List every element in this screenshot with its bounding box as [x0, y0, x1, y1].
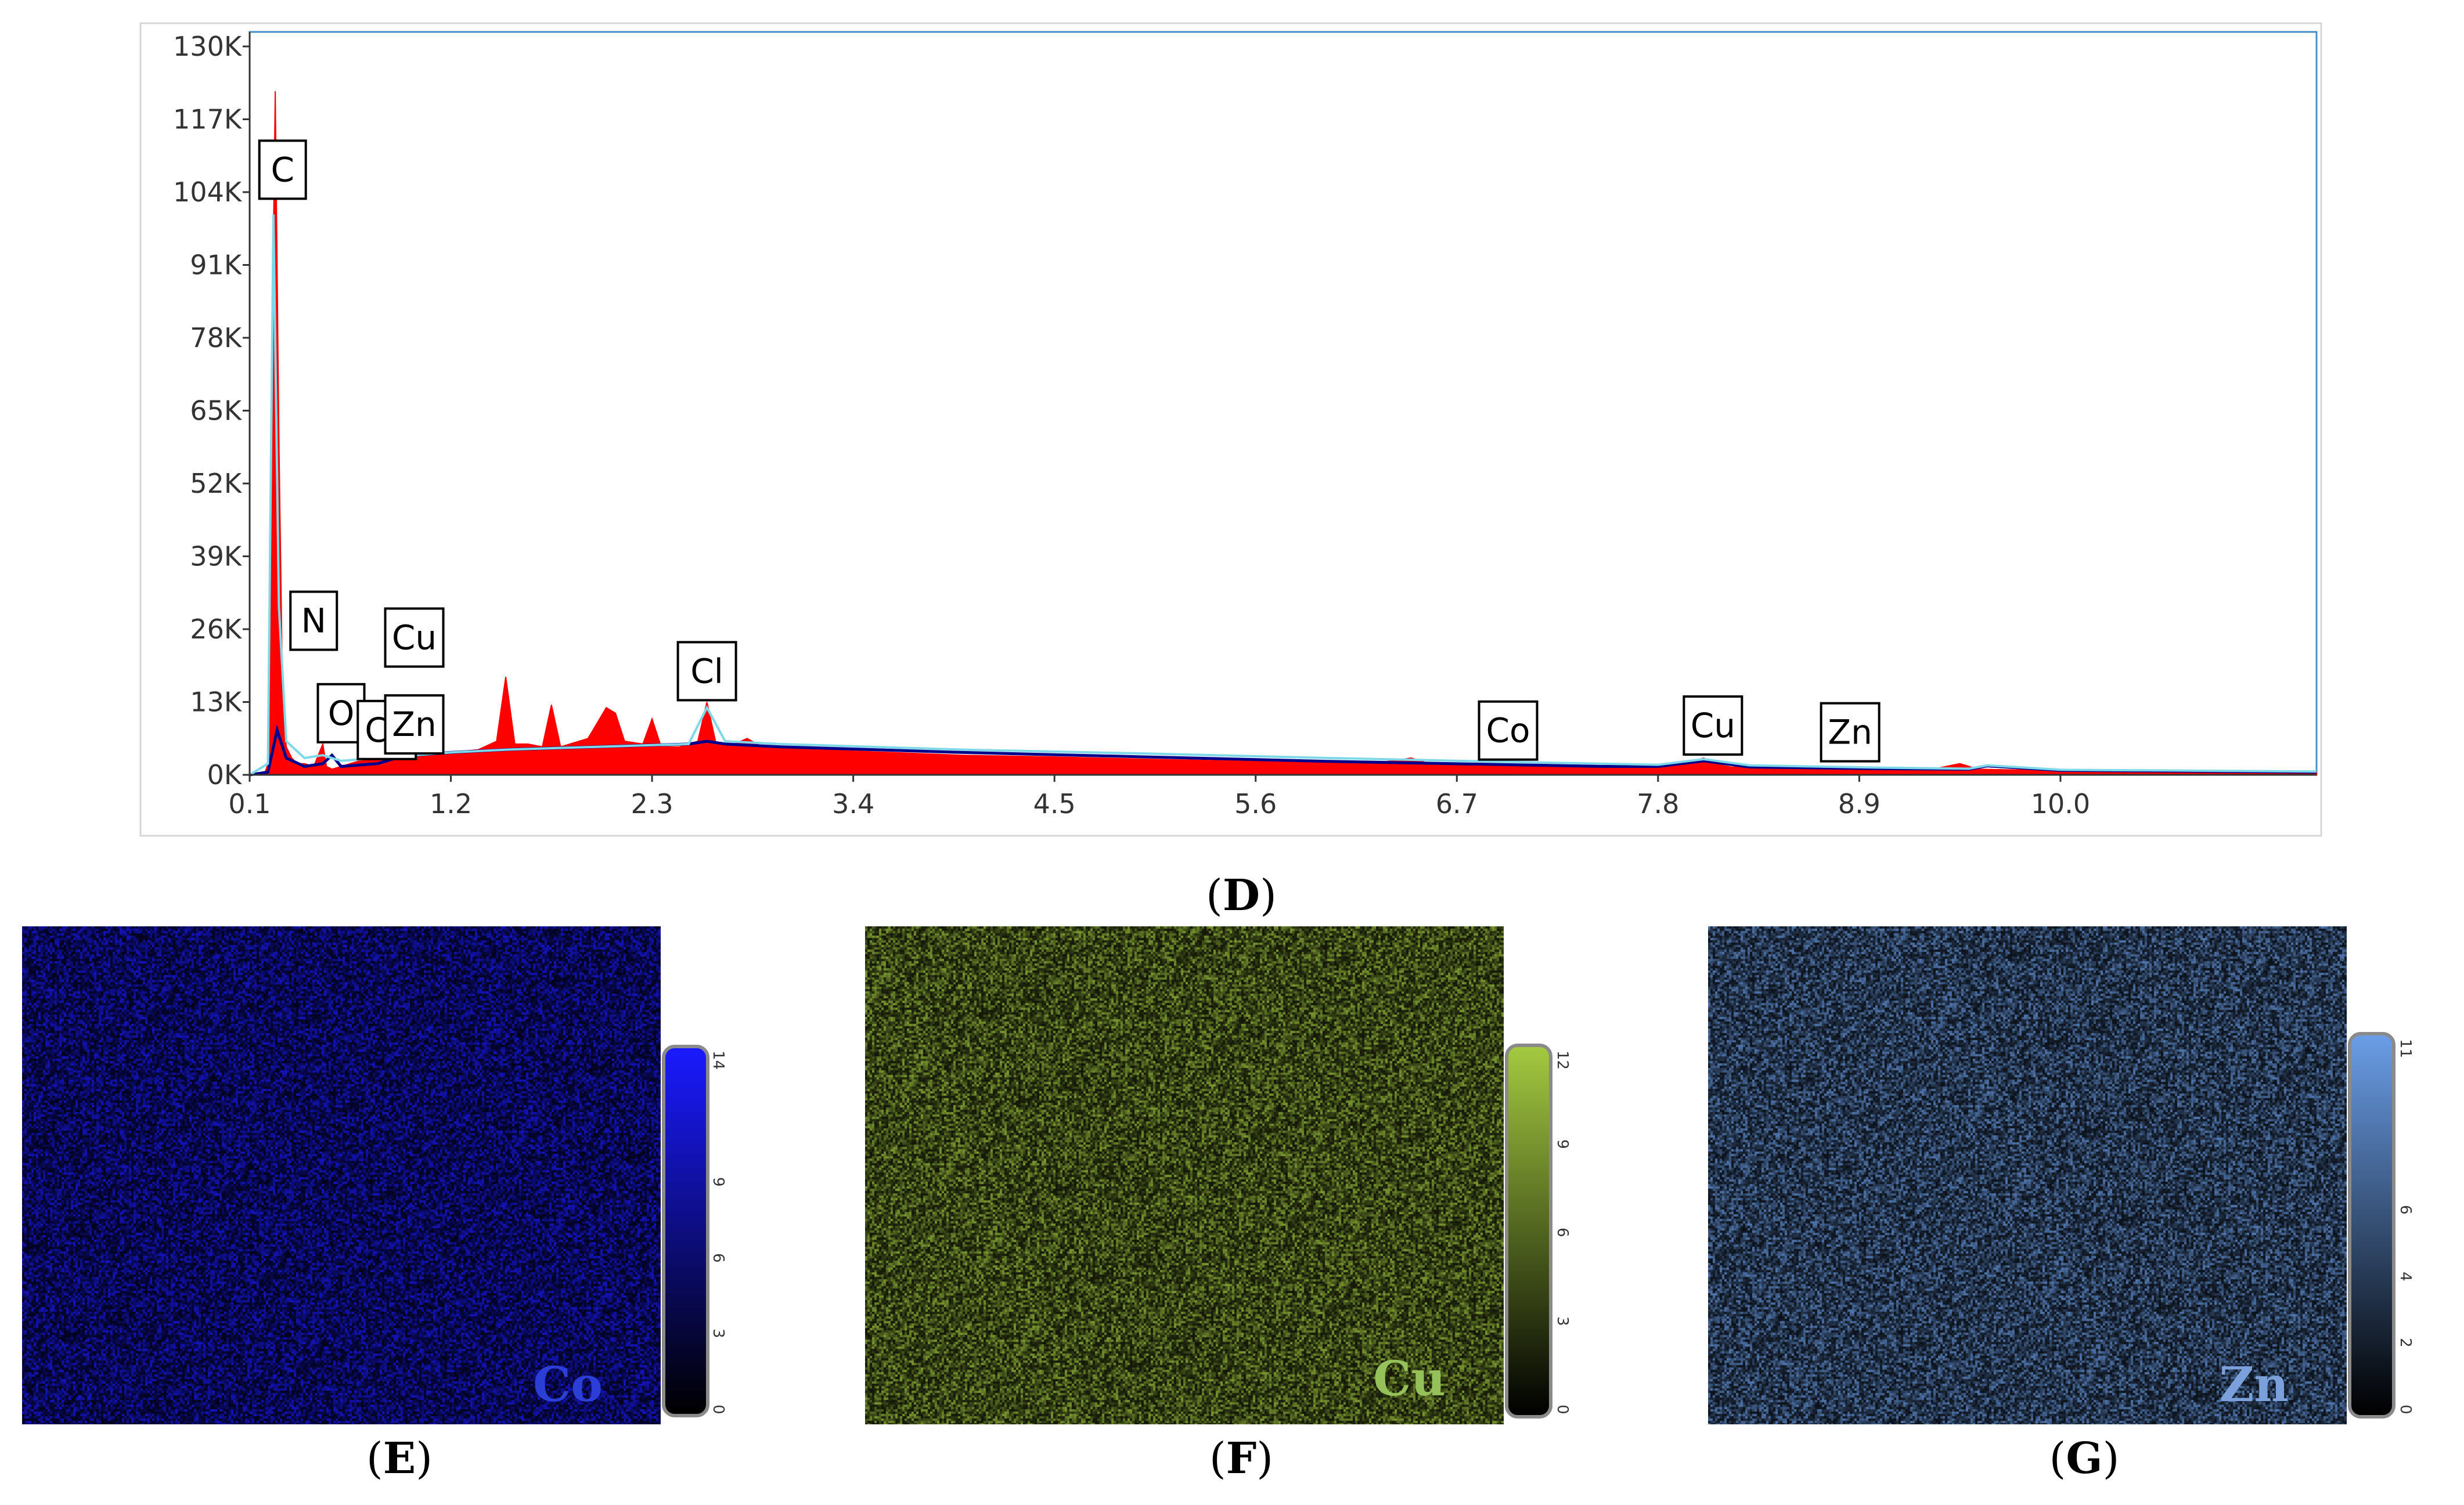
colorbar-tick-label: 0 [1554, 1405, 1571, 1414]
y-tick-label: 26K [190, 613, 243, 645]
y-tick-label: 117K [173, 104, 243, 135]
x-tick-label: 3.4 [832, 788, 874, 820]
co-map-canvas [22, 926, 661, 1424]
y-tick-label: 104K [173, 176, 243, 208]
y-tick-label: 52K [190, 468, 243, 499]
peak-label-text: Cl [690, 651, 723, 691]
peak-label-c: C [258, 139, 307, 200]
peak-label-co: Co [1478, 700, 1539, 761]
x-tick-label: 1.2 [430, 788, 472, 820]
panel-label-e: (E) [366, 1434, 433, 1484]
colorbar-tick-label: 12 [1554, 1051, 1571, 1070]
peak-label-box [676, 641, 737, 702]
y-tick-label: 78K [190, 322, 243, 353]
colorbar-tick-label: 3 [1554, 1316, 1571, 1326]
peak-label-text: Co [1486, 711, 1530, 750]
panel-label-d: (D) [1206, 871, 1277, 921]
colorbar-co [662, 1045, 709, 1417]
peak-label-zn: Zn [384, 694, 445, 755]
peak-label-cl: Cl [676, 641, 737, 702]
peak-label-text: Cu [1691, 706, 1735, 745]
peak-label-zn: Zn [1820, 702, 1881, 763]
colorbar-tick-label: 4 [2397, 1271, 2414, 1282]
colorbar-ticks-co: 14 9 6 3 0 [709, 1051, 756, 1416]
map-element-label-cu: Cu [1373, 1351, 1446, 1407]
y-tick-label: 0K [207, 759, 243, 791]
colorbar-tick-label: 2 [2397, 1338, 2414, 1348]
colorbar-tick-label: 6 [709, 1253, 727, 1263]
peak-label-box [1683, 695, 1743, 756]
colorbar-tick-label: 11 [2397, 1039, 2414, 1059]
x-tick-label: 4.5 [1033, 788, 1076, 820]
colorbar-ticks-cu: 12 9 6 3 0 [1554, 1051, 1600, 1416]
colorbar-tick-label: 6 [2397, 1205, 2414, 1215]
x-tick-label: 5.6 [1234, 788, 1277, 820]
peak-label-text: Cu [392, 618, 437, 657]
panel-label-g: (G) [2049, 1434, 2120, 1484]
colorbar-tick-label: 0 [709, 1405, 727, 1414]
colorbar-tick-label: 14 [709, 1051, 727, 1070]
peak-label-text: Zn [392, 705, 437, 744]
colorbar-tick-label: 9 [709, 1176, 727, 1187]
colorbar-cu [1505, 1044, 1552, 1419]
spectrum-series-1 [249, 724, 2317, 777]
x-tick-label: 7.8 [1637, 788, 1679, 820]
zn-map-canvas [1708, 926, 2347, 1424]
y-tick-label: 13K [190, 687, 243, 718]
elemental-map-co: Co [22, 926, 661, 1424]
peak-label-cu: Cu [384, 607, 445, 668]
y-tick-label: 130K [173, 31, 243, 62]
colorbar-tick-label: 9 [1554, 1139, 1571, 1149]
x-tick-label: 0.1 [228, 788, 271, 820]
y-tick-label: 91K [190, 250, 243, 281]
chart-outer-frame [139, 22, 2322, 837]
peak-labels: CNCuOCoZnClCoCuZn [258, 139, 1881, 763]
peak-label-text: C [271, 150, 294, 189]
colorbar-tick-label: 3 [709, 1329, 727, 1338]
x-tick-label: 6.7 [1436, 788, 1478, 820]
peak-label-box [1820, 702, 1881, 763]
peak-label-box [1478, 700, 1539, 761]
y-tick-label: 65K [190, 395, 243, 427]
spectrum-series-2 [248, 214, 2317, 776]
x-tick-label: 8.9 [1838, 788, 1881, 820]
colorbar-tick-label: 6 [1554, 1228, 1571, 1237]
spectrum-series-layer [248, 91, 2317, 777]
x-tick-labels: 0.1 1.2 2.3 3.4 4.5 5.6 6.7 7.8 8.9 10.0 [228, 775, 2090, 820]
x-tick-label: 2.3 [631, 788, 673, 820]
y-tick-labels: 130K 117K 104K 91K 78K 65K 52K 39K 26K 13K 0K [173, 31, 250, 791]
peak-label-o: O [316, 683, 366, 744]
colorbar-tick-label: 0 [2397, 1405, 2414, 1414]
colorbar-zn [2348, 1032, 2395, 1419]
map-element-label-zn: Zn [2219, 1357, 2289, 1413]
elemental-map-zn: Zn [1708, 926, 2347, 1424]
peak-label-box [384, 694, 445, 755]
elemental-map-cu: Cu [865, 926, 1504, 1424]
y-tick-label: 39K [190, 541, 243, 572]
colorbar-ticks-zn: 11 6 4 2 0 [2397, 1039, 2443, 1416]
peak-label-box [289, 590, 338, 651]
peak-label-text: O [328, 694, 355, 733]
peak-label-box [258, 139, 307, 200]
x-tick-label: 10.0 [2031, 788, 2090, 820]
peak-label-text: N [301, 601, 326, 641]
peak-label-cu: Cu [1683, 695, 1743, 756]
cu-map-canvas [865, 926, 1504, 1424]
peak-label-n: N [289, 590, 338, 651]
map-element-label-co: Co [533, 1357, 603, 1413]
peak-label-text: Zn [1828, 713, 1872, 752]
panel-label-f: (F) [1209, 1434, 1274, 1484]
peak-label-box [384, 607, 445, 668]
